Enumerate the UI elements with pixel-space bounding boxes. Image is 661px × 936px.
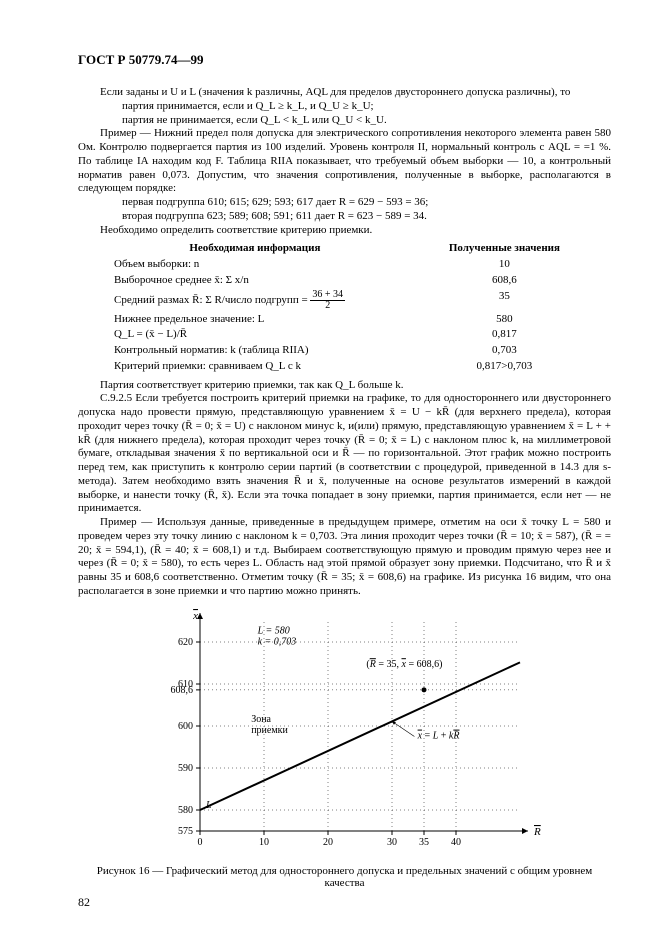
- para: вторая подгруппа 623; 589; 608; 591; 611…: [78, 210, 611, 224]
- svg-text:580: 580: [178, 805, 193, 816]
- svg-text:575: 575: [178, 826, 193, 837]
- table-header: Полученные значения: [398, 241, 611, 257]
- para: Партия соответствует критерию приемки, т…: [78, 379, 611, 393]
- table-cell: Средний размах R̄: Σ R/число подгрупп = …: [78, 289, 398, 312]
- body-text: Если заданы и U и L (значения k различны…: [78, 86, 611, 599]
- svg-text:R: R: [533, 826, 541, 838]
- chart-container: xR01020303540575580590600608,6610620(R =…: [78, 609, 611, 861]
- para: Пример — Нижний предел поля допуска для …: [78, 127, 611, 196]
- svg-text:L: L: [205, 800, 212, 811]
- table-cell: 0,817>0,703: [398, 359, 611, 375]
- svg-text:620: 620: [178, 637, 193, 648]
- table-cell-label: Средний размах R̄: Σ R/число подгрупп =: [114, 294, 310, 306]
- svg-text:(R = 35, x = 608,6): (R = 35, x = 608,6): [366, 659, 442, 670]
- table-cell: Критерий приемки: сравниваем Q_L с k: [78, 359, 398, 375]
- info-table: Необходимая информация Полученные значен…: [78, 241, 611, 374]
- svg-text:35: 35: [419, 837, 429, 848]
- para: Необходимо определить соответствие крите…: [78, 224, 611, 238]
- svg-text:приемки: приемки: [251, 724, 288, 735]
- table-header: Необходимая информация: [78, 241, 398, 257]
- page-number: 82: [78, 895, 90, 910]
- svg-text:30: 30: [387, 837, 397, 848]
- svg-text:590: 590: [178, 763, 193, 774]
- table-cell: Нижнее предельное значение: L: [78, 312, 398, 328]
- para: Пример — Используя данные, приведенные в…: [78, 516, 611, 599]
- table-cell: 0,703: [398, 343, 611, 359]
- acceptance-chart: xR01020303540575580590600608,6610620(R =…: [145, 609, 545, 861]
- svg-text:Зона: Зона: [251, 713, 271, 724]
- svg-text:k = 0,703: k = 0,703: [257, 636, 296, 647]
- page: ГОСТ Р 50779.74—99 Если заданы и U и L (…: [0, 0, 661, 936]
- svg-text:L = 580: L = 580: [256, 625, 289, 636]
- para: Если заданы и U и L (значения k различны…: [78, 86, 611, 100]
- table-cell: 580: [398, 312, 611, 328]
- svg-text:10: 10: [259, 837, 269, 848]
- table-cell: 0,817: [398, 327, 611, 343]
- table-cell: 10: [398, 257, 611, 273]
- fraction: 36 + 342: [310, 290, 345, 311]
- svg-text:x = L + kR: x = L + kR: [416, 730, 459, 741]
- table-cell: 608,6: [398, 273, 611, 289]
- svg-text:610: 610: [178, 679, 193, 690]
- figure-caption: Рисунок 16 — Графический метод для однос…: [78, 865, 611, 889]
- table-cell: 35: [398, 289, 611, 312]
- table-cell: Контрольный норматив: k (таблица RIIA): [78, 343, 398, 359]
- svg-text:0: 0: [197, 837, 202, 848]
- para: С.9.2.5 Если требуется построить критери…: [78, 392, 611, 516]
- numerator: 36 + 34: [310, 290, 345, 301]
- table-cell: Объем выборки: n: [78, 257, 398, 273]
- para: партия не принимается, если Q_L < k_L ил…: [78, 114, 611, 128]
- table-cell: Выборочное среднее x̄: Σ x/n: [78, 273, 398, 289]
- denominator: 2: [310, 301, 345, 311]
- svg-text:600: 600: [178, 721, 193, 732]
- table-cell: Q_L = (x̄ − L)/R̄: [78, 327, 398, 343]
- doc-code: ГОСТ Р 50779.74—99: [78, 52, 611, 68]
- para: партия принимается, если и Q_L ≥ k_L, и …: [78, 100, 611, 114]
- svg-text:x: x: [192, 610, 198, 622]
- svg-text:40: 40: [451, 837, 461, 848]
- para: первая подгруппа 610; 615; 629; 593; 617…: [78, 196, 611, 210]
- svg-text:20: 20: [323, 837, 333, 848]
